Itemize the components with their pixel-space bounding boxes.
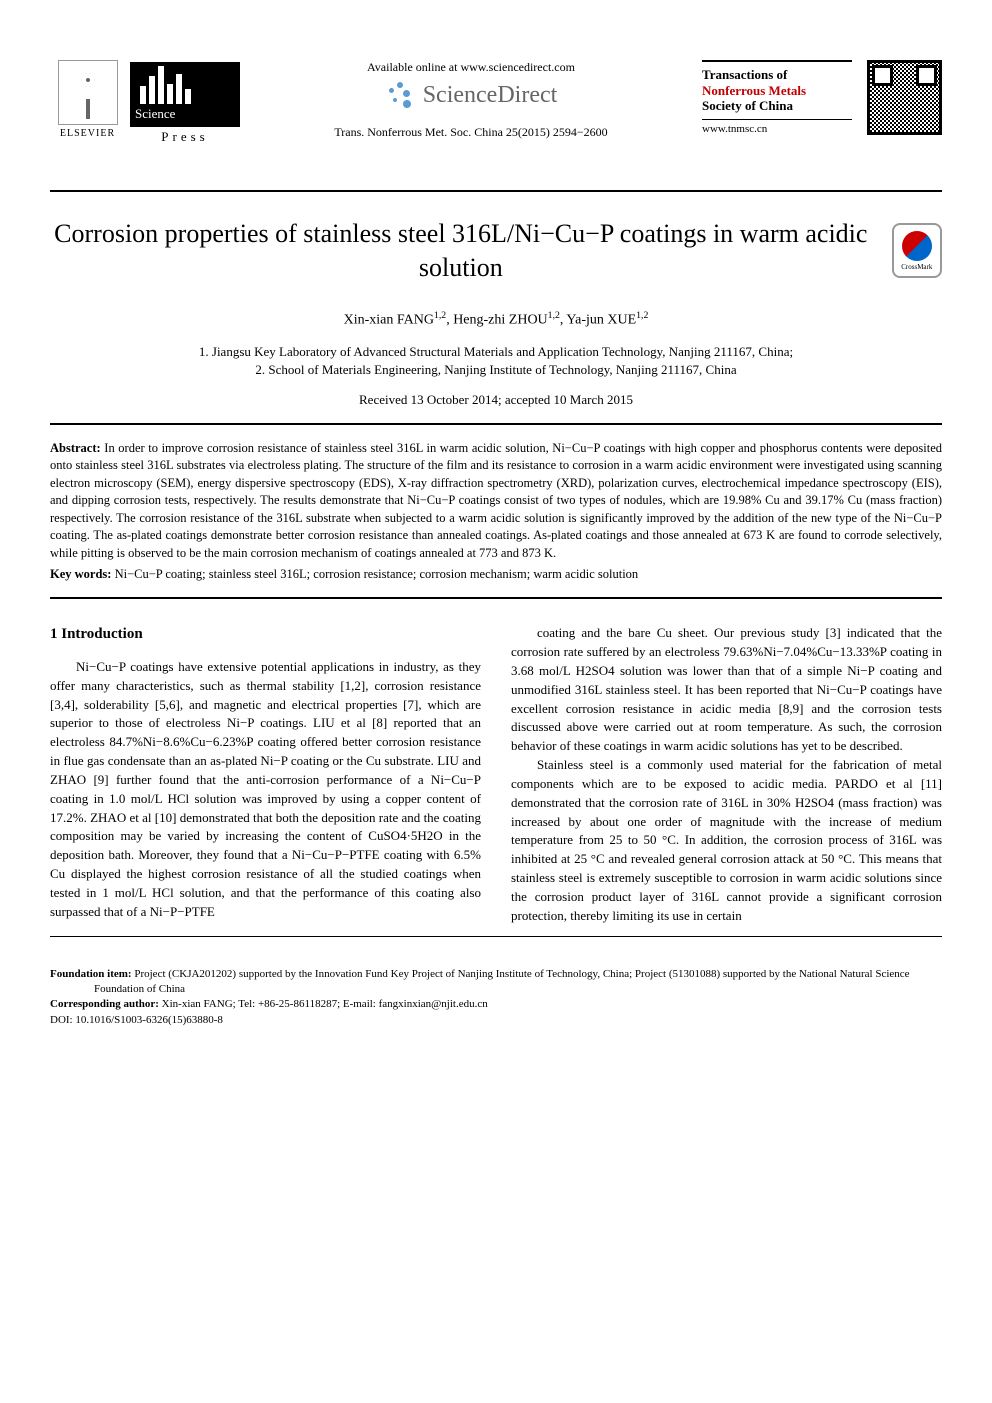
received-accepted-dates: Received 13 October 2014; accepted 10 Ma…	[50, 392, 942, 408]
journal-url: www.tnmsc.cn	[702, 119, 852, 135]
elsevier-label: ELSEVIER	[60, 128, 115, 139]
foundation-line: Foundation item: Project (CKJA201202) su…	[50, 967, 942, 998]
abstract-block: Abstract: In order to improve corrosion …	[50, 440, 942, 563]
affiliations: 1. Jiangsu Key Laboratory of Advanced St…	[50, 343, 942, 379]
divider	[50, 597, 942, 599]
science-press-logo: Science Press	[130, 62, 240, 145]
abstract-text: In order to improve corrosion resistance…	[50, 441, 942, 560]
sciencedirect-text: ScienceDirect	[423, 82, 558, 109]
abstract-label: Abstract:	[50, 441, 104, 455]
journal-info-block: Transactions of Nonferrous Metals Societ…	[702, 60, 852, 135]
authors-line: Xin-xian FANG1,2, Heng-zhi ZHOU1,2, Ya-j…	[50, 310, 942, 329]
corresponding-line: Corresponding author: Xin-xian FANG; Tel…	[50, 997, 942, 1012]
available-online-text: Available online at www.sciencedirect.co…	[265, 60, 677, 75]
divider	[50, 423, 942, 425]
publisher-logos: ELSEVIER Science Press	[50, 60, 240, 145]
crossmark-label: CrossMark	[901, 263, 932, 271]
doi-label: DOI:	[50, 1014, 75, 1026]
crossmark-badge[interactable]: CrossMark	[892, 223, 942, 278]
col1-paragraph: Ni−Cu−P coatings have extensive potentia…	[50, 658, 481, 922]
qr-code-icon	[867, 60, 942, 135]
col2-paragraph-1: coating and the bare Cu sheet. Our previ…	[511, 624, 942, 756]
left-column: 1 Introduction Ni−Cu−P coatings have ext…	[50, 624, 481, 926]
sp-block: Science	[130, 62, 240, 127]
author3: , Ya-jun XUE	[560, 312, 636, 327]
sp-science-label: Science	[135, 106, 235, 122]
page-header: ELSEVIER Science Press Available online …	[50, 60, 942, 160]
author2-sup: 1,2	[548, 310, 560, 321]
doi-text: 10.1016/S1003-6326(15)63880-8	[75, 1014, 223, 1026]
corresponding-text: Xin-xian FANG; Tel: +86-25-86118287; E-m…	[162, 998, 488, 1010]
sciencedirect-brand: ScienceDirect	[265, 80, 677, 110]
foundation-label: Foundation item:	[50, 968, 134, 980]
keywords-label: Key words:	[50, 567, 115, 581]
journal-line3: Society of China	[702, 98, 793, 113]
keywords-text: Ni−Cu−P coating; stainless steel 316L; c…	[115, 567, 639, 581]
keywords-block: Key words: Ni−Cu−P coating; stainless st…	[50, 567, 942, 582]
journal-line2: Nonferrous Metals	[702, 83, 806, 98]
body-columns: 1 Introduction Ni−Cu−P coatings have ext…	[50, 624, 942, 926]
author1: Xin-xian FANG	[344, 312, 434, 327]
elsevier-logo: ELSEVIER	[50, 60, 125, 145]
section-1-heading: 1 Introduction	[50, 624, 481, 646]
author1-sup: 1,2	[434, 310, 446, 321]
right-column: coating and the bare Cu sheet. Our previ…	[511, 624, 942, 926]
corresponding-label: Corresponding author:	[50, 998, 162, 1010]
author2: , Heng-zhi ZHOU	[446, 312, 547, 327]
sp-bars-icon	[135, 66, 235, 104]
citation-line: Trans. Nonferrous Met. Soc. China 25(201…	[265, 125, 677, 140]
col2-paragraph-2: Stainless steel is a commonly used mater…	[511, 756, 942, 926]
footer-divider	[50, 936, 942, 937]
crossmark-icon	[902, 231, 932, 261]
journal-line1: Transactions of	[702, 67, 787, 82]
footer-block: Foundation item: Project (CKJA201202) su…	[50, 967, 942, 1029]
journal-name: Transactions of Nonferrous Metals Societ…	[702, 67, 852, 114]
title-row: Corrosion properties of stainless steel …	[50, 217, 942, 285]
sp-press-label: Press	[161, 129, 208, 145]
author3-sup: 1,2	[636, 310, 648, 321]
sciencedirect-icon	[385, 80, 415, 110]
doi-line: DOI: 10.1016/S1003-6326(15)63880-8	[50, 1013, 942, 1028]
divider	[50, 190, 942, 192]
elsevier-tree-icon	[58, 60, 118, 125]
article-title: Corrosion properties of stainless steel …	[50, 217, 872, 285]
foundation-text: Project (CKJA201202) supported by the In…	[94, 968, 910, 995]
affiliation-2: 2. School of Materials Engineering, Nanj…	[50, 361, 942, 379]
affiliation-1: 1. Jiangsu Key Laboratory of Advanced St…	[50, 343, 942, 361]
header-center: Available online at www.sciencedirect.co…	[255, 60, 687, 140]
